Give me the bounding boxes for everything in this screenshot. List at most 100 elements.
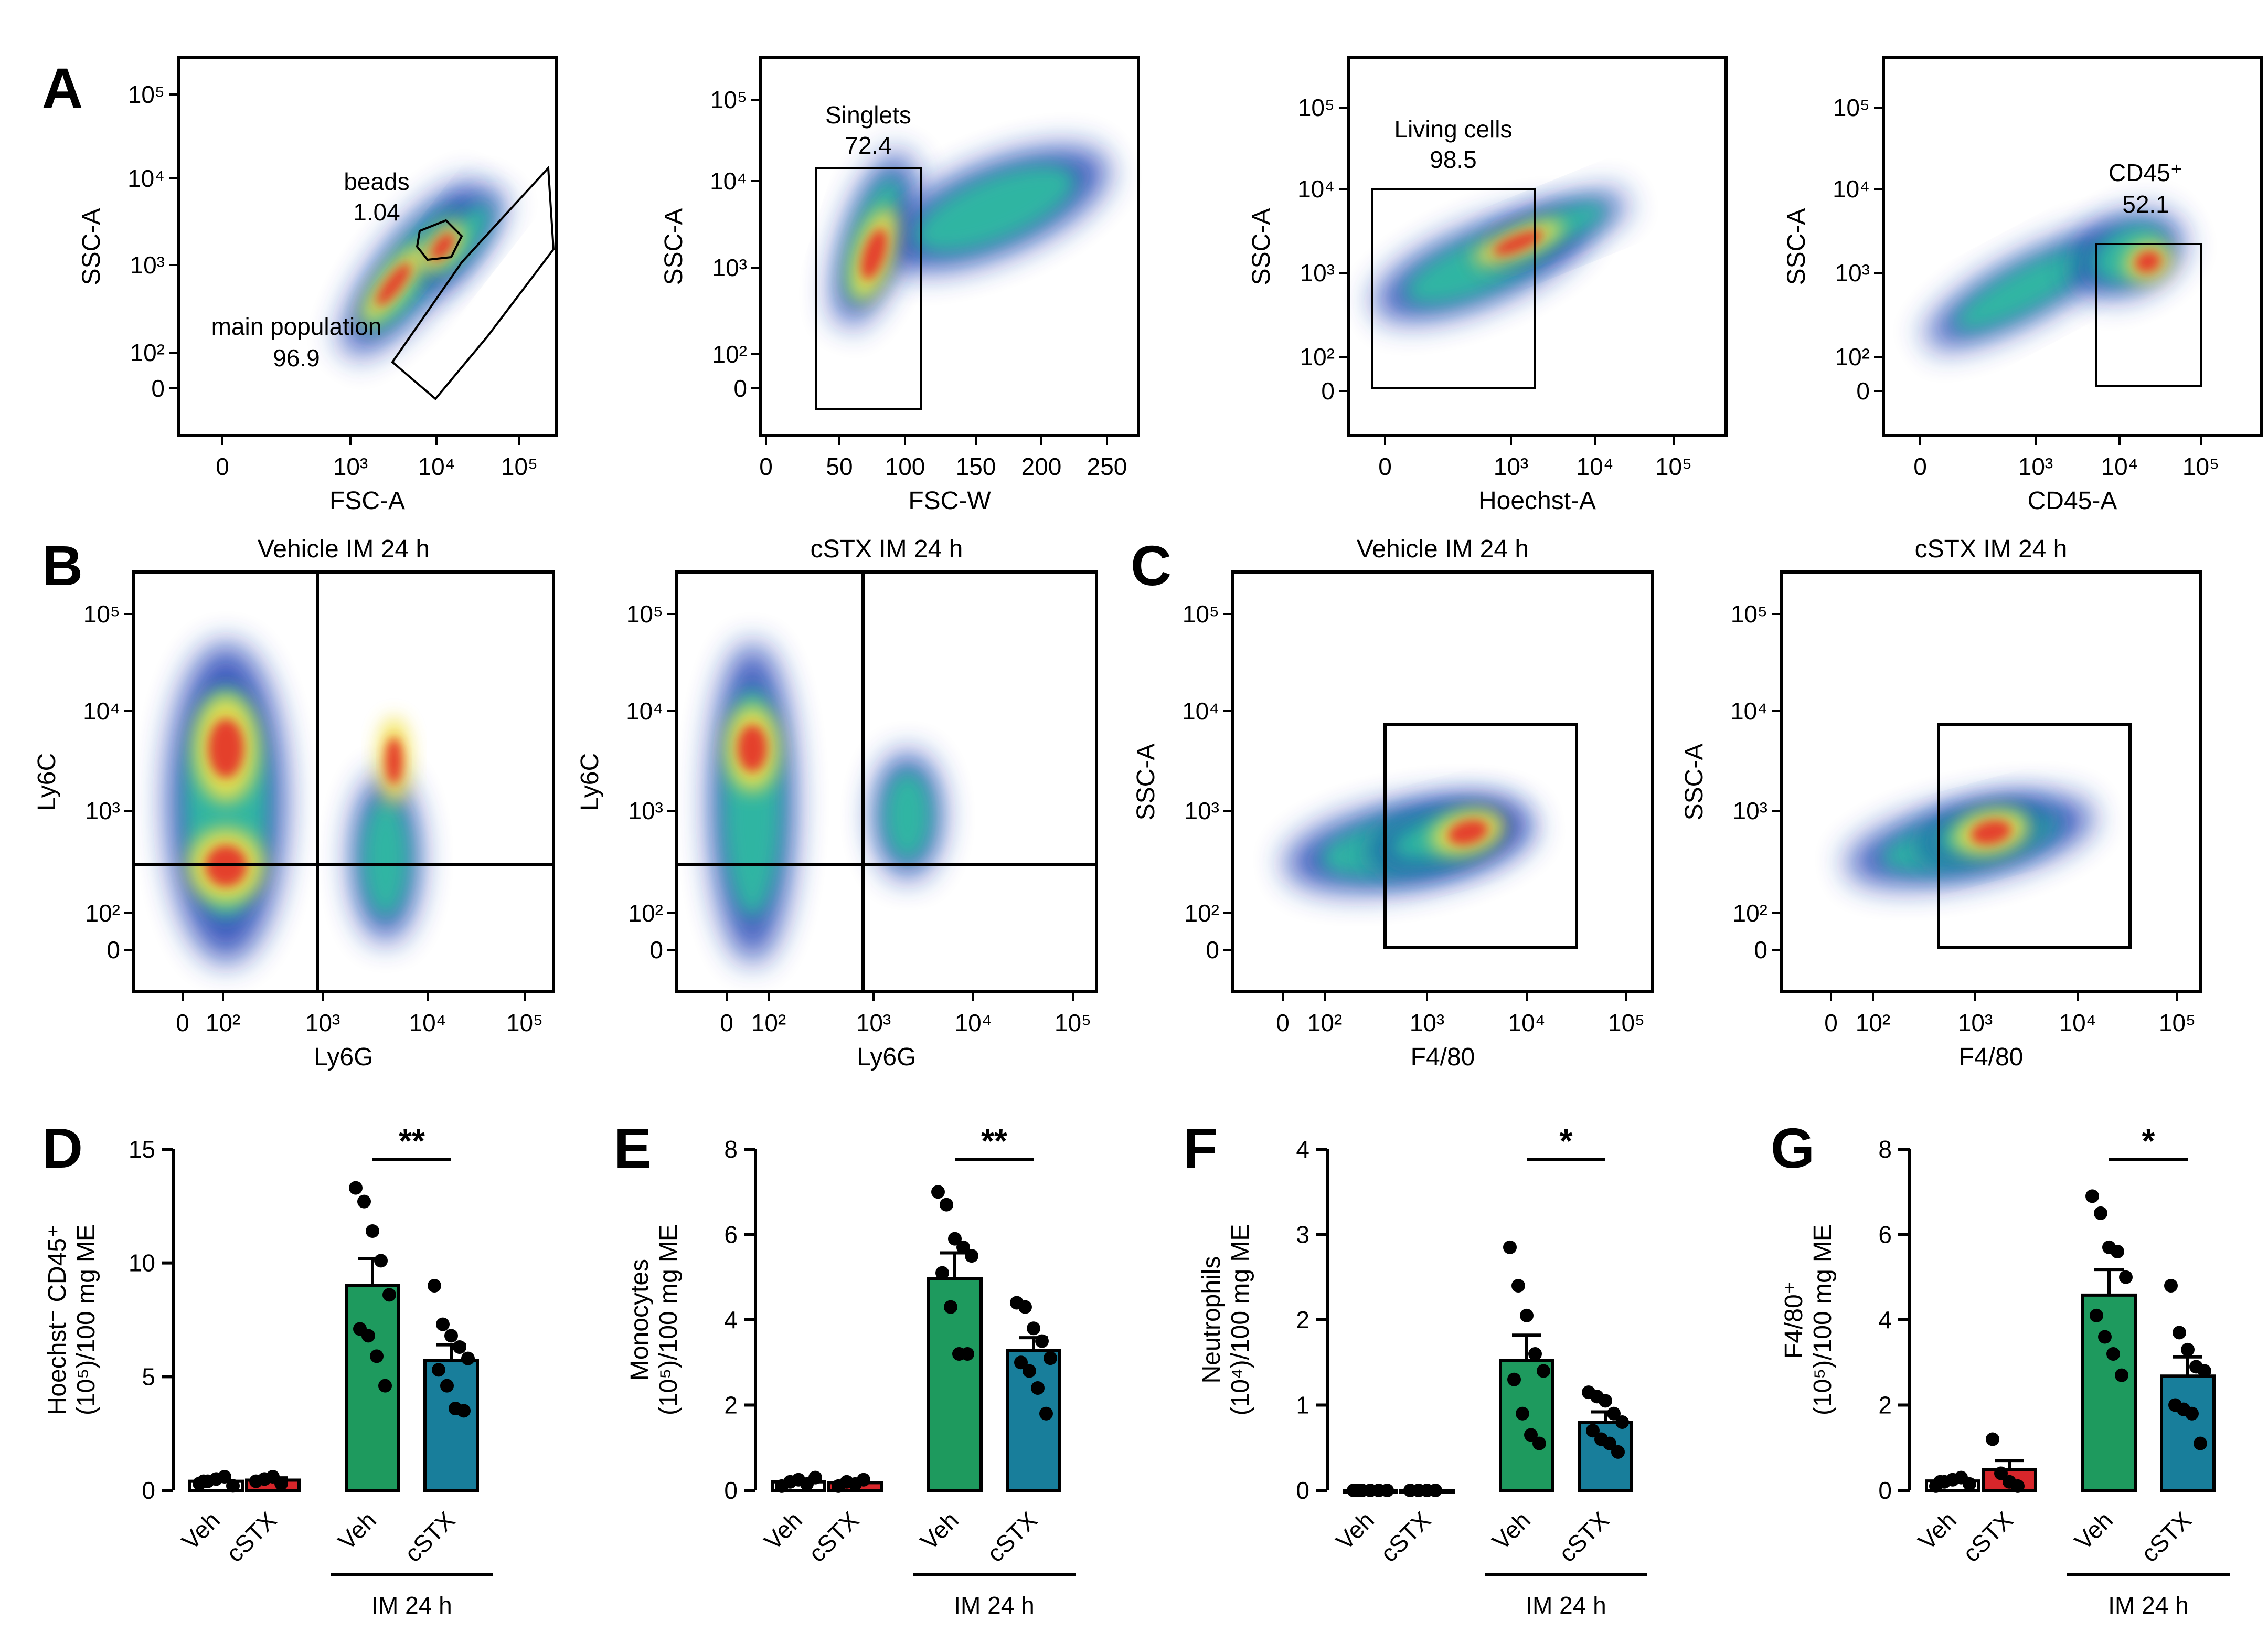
- x-tick-label: 10⁵: [1055, 1009, 1091, 1036]
- data-point: [374, 1254, 388, 1268]
- y-tick-label: 3: [1296, 1221, 1309, 1248]
- panel-label-d: D: [42, 1116, 83, 1180]
- plot-title: Vehicle IM 24 h: [1357, 535, 1529, 563]
- y-axis-label-line2: (10⁵)/100 mg ME: [1809, 1224, 1837, 1415]
- flow-plot-a4: 0 10³ 10⁴ 10⁵ 10⁵ 10⁴ 10³ 10² 0 CD45-A SSC-A: [1783, 56, 2263, 515]
- y-tick-label: 10⁵: [1731, 600, 1767, 628]
- x-tick-label: 150: [956, 453, 996, 480]
- y-axis-label-line2: (10⁵)/100 mg ME: [72, 1224, 100, 1415]
- data-point: [2194, 1436, 2207, 1450]
- x-tick-label: 10²: [1307, 1009, 1342, 1036]
- x-axis-label: Hoechst-A: [1478, 487, 1596, 515]
- y-axis-label: SSC-A: [1680, 744, 1708, 821]
- y-tick-label: 10²: [1835, 343, 1870, 370]
- y-tick-label: 0: [1321, 377, 1335, 405]
- category-label: cSTX: [803, 1506, 864, 1567]
- x-tick-label: 10³: [333, 453, 368, 480]
- x-tick-label: 10⁵: [2182, 453, 2219, 480]
- y-tick-label: 8: [724, 1136, 738, 1163]
- y-tick-label: 10⁵: [1183, 600, 1219, 628]
- flow-plot-c2: 0 10² 10³ 10⁴ 10⁵ 10⁵ 10⁴ 10³ 10² 0 F4/80 SSC-A cSTX…: [1680, 535, 2202, 1071]
- density-peak: [738, 725, 767, 772]
- y-tick-label: 0: [1296, 1477, 1309, 1504]
- plot-title: cSTX IM 24 h: [811, 535, 963, 563]
- data-point: [1039, 1406, 1053, 1421]
- x-tick-label: 10⁴: [1577, 453, 1614, 480]
- y-tick-label: 10⁴: [710, 167, 747, 195]
- y-axis-label: Ly6C: [33, 753, 61, 811]
- x-axis-label: F4/80: [1959, 1043, 2024, 1071]
- flow-plot-c1: 0 10² 10³ 10⁴ 10⁵ 10⁵ 10⁴ 10³ 10² 0 F4/80 SSC-A Vehi…: [1132, 535, 1654, 1071]
- data-point: [2111, 1245, 2124, 1258]
- data-point: [1507, 1372, 1521, 1386]
- data-point: [444, 1329, 458, 1343]
- gate-label-cd45: CD45⁺: [2109, 159, 2183, 186]
- significance-stars: **: [981, 1122, 1007, 1160]
- y-axis-label: SSC-A: [1132, 744, 1160, 821]
- data-point: [2011, 1479, 2025, 1493]
- y-tick-label: 10⁴: [626, 697, 663, 725]
- gate-label-beads: beads: [344, 168, 409, 195]
- y-tick-label: 10³: [1300, 259, 1335, 287]
- y-tick-label: 8: [1878, 1136, 1892, 1163]
- category-label: cSTX: [399, 1506, 460, 1567]
- x-tick-label: 10⁴: [2101, 453, 2138, 480]
- x-tick-label: 10⁴: [955, 1009, 992, 1036]
- significance-stars: *: [2142, 1122, 2155, 1160]
- y-tick-label: 2: [724, 1392, 738, 1419]
- data-point: [956, 1240, 970, 1254]
- y-tick-label: 0: [1206, 936, 1219, 963]
- category-label: Veh: [176, 1506, 225, 1555]
- x-axis-label: F4/80: [1411, 1043, 1475, 1071]
- gate-value-singlets: 72.4: [845, 132, 892, 159]
- gate-value-living: 98.5: [1430, 146, 1477, 173]
- plot-frame: [177, 56, 558, 437]
- category-label: cSTX: [221, 1506, 282, 1567]
- data-point: [1994, 1466, 2008, 1480]
- x-tick-label: 0: [1378, 453, 1392, 480]
- data-point: [2085, 1189, 2099, 1203]
- y-tick-label: 6: [1878, 1221, 1892, 1248]
- y-axis-label-line1: F4/80⁺: [1780, 1281, 1808, 1359]
- data-point: [1031, 1381, 1045, 1395]
- y-tick-label: 0: [649, 936, 663, 963]
- y-tick-label: 10³: [1835, 259, 1870, 287]
- y-tick-label: 10²: [629, 899, 663, 927]
- data-point: [1603, 1436, 1616, 1450]
- x-tick-label: 10²: [206, 1009, 240, 1036]
- gate-label-singlets: Singlets: [825, 101, 911, 129]
- y-axis-label: Ly6C: [576, 753, 604, 811]
- category-label: cSTX: [1957, 1506, 2018, 1567]
- data-point: [428, 1279, 441, 1293]
- data-point: [1380, 1484, 1394, 1497]
- x-tick-label: 0: [176, 1009, 189, 1036]
- gate-label-main: main population: [211, 313, 382, 340]
- y-tick-label: 0: [733, 375, 747, 402]
- data-point: [2181, 1342, 2195, 1357]
- gate-value-beads: 1.04: [353, 198, 400, 226]
- data-point: [2106, 1347, 2120, 1361]
- y-tick-label: 10⁴: [1833, 175, 1870, 203]
- y-tick-label: 0: [1878, 1477, 1892, 1504]
- data-point: [2198, 1364, 2211, 1378]
- data-point: [961, 1347, 974, 1361]
- x-axis-label: FSC-W: [908, 487, 991, 515]
- x-tick-label: 0: [1276, 1009, 1290, 1036]
- y-axis-label-line2: (10⁵)/100 mg ME: [655, 1224, 683, 1415]
- y-tick-label: 10⁵: [626, 600, 663, 628]
- data-point: [457, 1404, 471, 1418]
- y-tick-label: 15: [129, 1136, 155, 1163]
- category-label: Veh: [1487, 1506, 1536, 1555]
- plot-frame: [759, 56, 1140, 437]
- data-point: [226, 1479, 240, 1493]
- y-tick-label: 0: [1856, 377, 1870, 405]
- y-tick-label: 2: [1296, 1306, 1309, 1333]
- x-tick-label: 10⁴: [2059, 1009, 2096, 1036]
- data-point: [808, 1470, 822, 1485]
- data-point: [1607, 1406, 1621, 1421]
- y-tick-label: 10⁵: [83, 600, 120, 628]
- y-tick-label: 10³: [86, 797, 120, 824]
- group-label: IM 24 h: [954, 1592, 1034, 1619]
- data-point: [370, 1349, 384, 1363]
